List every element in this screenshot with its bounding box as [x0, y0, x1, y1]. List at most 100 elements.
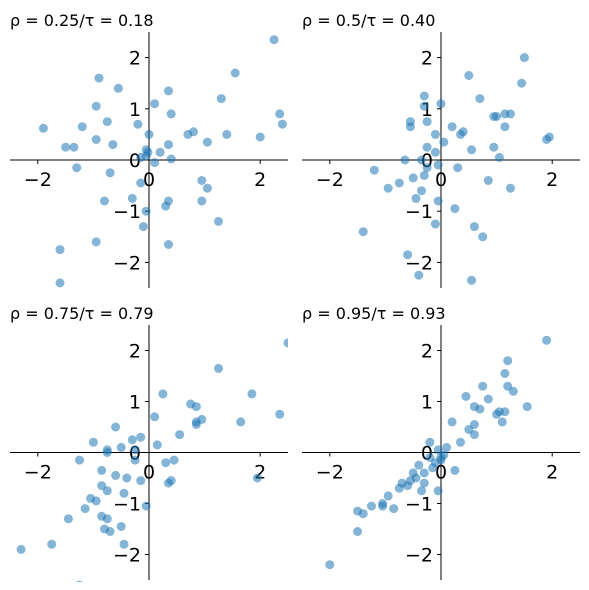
data-point [469, 222, 479, 232]
scatter-points [38, 35, 287, 288]
data-point [127, 193, 137, 203]
y-tick-label: −2 [405, 252, 433, 274]
data-point [450, 465, 460, 475]
data-point [397, 478, 407, 488]
data-point [394, 178, 404, 188]
data-point [417, 155, 426, 165]
x-tick-label: −2 [316, 169, 344, 191]
data-point [522, 402, 532, 412]
panel-title: ρ = 0.75/τ = 0.79 [10, 304, 154, 323]
data-point [91, 135, 101, 144]
data-point [483, 394, 493, 404]
scatter-points [16, 338, 288, 582]
data-point [166, 109, 176, 119]
y-tick-label: 2 [129, 48, 141, 70]
data-point [97, 465, 107, 475]
x-tick-label: 0 [435, 462, 447, 484]
data-point [255, 132, 265, 142]
data-point [113, 83, 123, 93]
data-point [464, 71, 474, 80]
y-tick-label: −2 [405, 545, 433, 567]
data-point [414, 270, 424, 280]
scatter-points [325, 335, 552, 570]
data-point [475, 404, 485, 414]
data-point [76, 580, 83, 582]
data-point [456, 437, 465, 447]
data-point [508, 386, 518, 396]
data-point [542, 335, 552, 345]
data-point [130, 455, 140, 465]
data-point [150, 99, 160, 109]
data-point [492, 112, 502, 121]
y-tick-label: 1 [421, 392, 433, 414]
data-point [275, 409, 285, 419]
data-point [230, 68, 240, 78]
data-point [277, 119, 287, 129]
data-point [252, 473, 262, 483]
data-point [408, 173, 418, 183]
data-point [389, 504, 399, 514]
data-point [422, 117, 432, 127]
data-point [419, 468, 429, 478]
data-point [111, 422, 121, 432]
y-tick-label: −2 [113, 252, 141, 274]
data-point [414, 460, 424, 470]
data-point [283, 338, 288, 348]
data-point [133, 119, 143, 129]
data-point [202, 137, 212, 147]
data-point [383, 491, 393, 501]
data-point [164, 240, 173, 249]
data-point [111, 470, 121, 480]
x-tick-label: −2 [24, 462, 52, 484]
data-point [122, 473, 132, 483]
data-point [72, 163, 82, 173]
data-point [222, 129, 232, 139]
x-tick-label: 2 [254, 169, 266, 191]
data-point [136, 432, 146, 442]
data-point [144, 129, 154, 139]
data-point [164, 140, 173, 150]
data-point [80, 504, 90, 514]
data-point [419, 478, 429, 488]
x-tick-label: 2 [546, 169, 558, 191]
data-point [378, 501, 388, 511]
data-point [55, 278, 65, 288]
data-point [63, 514, 73, 524]
data-point [506, 183, 515, 193]
data-point [77, 122, 87, 132]
data-point [141, 206, 151, 216]
data-point [456, 129, 465, 139]
y-tick-label: −2 [113, 545, 141, 567]
y-tick-label: 2 [421, 341, 433, 363]
data-point [138, 222, 148, 232]
data-point [469, 430, 479, 440]
data-point [383, 183, 393, 193]
data-point [136, 476, 146, 486]
data-point [116, 442, 126, 452]
y-tick-label: −1 [113, 201, 141, 223]
data-point [102, 514, 112, 524]
data-point [461, 391, 471, 401]
data-point [158, 389, 168, 399]
data-point [419, 170, 429, 180]
data-point [411, 193, 421, 203]
data-point [161, 201, 171, 211]
data-point [447, 417, 457, 427]
y-tick-label: −1 [405, 494, 433, 516]
data-point [183, 129, 193, 139]
data-point [433, 486, 443, 496]
data-point [119, 488, 129, 498]
data-point [91, 496, 101, 506]
y-tick-label: 2 [129, 341, 141, 363]
data-point [419, 101, 429, 111]
data-point [69, 142, 79, 152]
data-point [417, 486, 426, 496]
data-point [75, 455, 84, 465]
data-point [275, 109, 285, 119]
panel-title: ρ = 0.5/τ = 0.40 [302, 11, 435, 30]
data-point [400, 155, 410, 165]
data-point [358, 227, 368, 237]
